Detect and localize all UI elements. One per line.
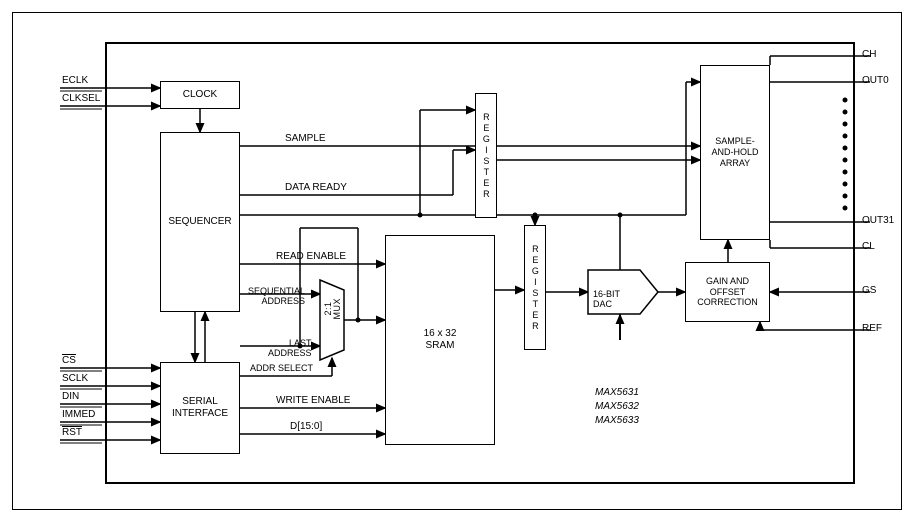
sig-dbus: D[15:0]	[290, 422, 322, 432]
gain-offset-block: GAIN AND OFFSET CORRECTION	[685, 262, 770, 322]
sig-data-ready: DATA READY	[285, 183, 347, 193]
partnum-1: MAX5631	[595, 388, 639, 398]
pin-eclk: ECLK	[62, 76, 88, 86]
sample-hold-label: SAMPLE- AND-HOLD ARRAY	[711, 136, 758, 168]
pin-clksel: CLKSEL	[62, 94, 100, 104]
dac-label: 16-BIT DAC	[593, 280, 620, 310]
clock-block: CLOCK	[160, 81, 240, 109]
partnum-2: MAX5632	[595, 402, 639, 412]
pin-gs: GS	[862, 286, 876, 296]
node-dot	[618, 213, 623, 218]
sig-sample: SAMPLE	[285, 134, 326, 144]
ellipsis-dot	[843, 206, 848, 211]
gain-offset-label: GAIN AND OFFSET CORRECTION	[697, 276, 758, 308]
pin-cs: CS	[62, 356, 76, 366]
node-dot	[418, 213, 423, 218]
sequencer-block: SEQUENCER	[160, 132, 240, 312]
pin-sclk: SCLK	[62, 374, 88, 384]
register-1-block: REGISTER	[475, 93, 497, 218]
sig-seq-addr: SEQUENTIAL ADDRESS	[248, 278, 305, 306]
sequencer-label: SEQUENCER	[168, 216, 231, 228]
mux-label: 2:1 MUX	[322, 298, 344, 323]
register-1-label: REGISTER	[481, 112, 492, 200]
node-dot	[356, 318, 361, 323]
sig-addr-select: ADDR SELECT	[250, 364, 313, 373]
register-2-label: REGISTER	[530, 244, 541, 332]
partnum-3: MAX5633	[595, 416, 639, 426]
serial-label: SERIAL INTERFACE	[172, 396, 228, 420]
sram-block: 16 x 32 SRAM	[385, 235, 495, 445]
node-dot	[298, 344, 303, 349]
pin-ch: CH	[862, 50, 876, 60]
ellipsis-dot	[843, 98, 848, 103]
ellipsis-dot	[843, 170, 848, 175]
pin-out31: OUT31	[862, 216, 894, 226]
sram-label: 16 x 32 SRAM	[424, 328, 457, 352]
ellipsis-dot	[843, 146, 848, 151]
pin-cl: CL	[862, 242, 875, 252]
ellipsis-dot	[843, 158, 848, 163]
register-2-block: REGISTER	[524, 225, 546, 350]
pin-rst: RST	[62, 428, 82, 438]
node-dot	[533, 213, 538, 218]
sig-last-addr: LAST ADDRESS	[268, 330, 312, 358]
sig-write-enable: WRITE ENABLE	[276, 396, 350, 406]
sig-read-enable: READ ENABLE	[276, 252, 346, 262]
pin-din: DIN	[62, 392, 79, 402]
serial-interface-block: SERIAL INTERFACE	[160, 362, 240, 454]
ellipsis-dot	[843, 182, 848, 187]
ellipsis-dot	[843, 134, 848, 139]
pin-immed: IMMED	[62, 410, 95, 420]
pin-ref: REF	[862, 324, 882, 334]
pin-out0: OUT0	[862, 76, 889, 86]
ellipsis-dot	[843, 194, 848, 199]
clock-label: CLOCK	[183, 89, 217, 101]
ellipsis-dot	[843, 122, 848, 127]
ellipsis-dot	[843, 110, 848, 115]
sample-hold-block: SAMPLE- AND-HOLD ARRAY	[700, 65, 770, 240]
